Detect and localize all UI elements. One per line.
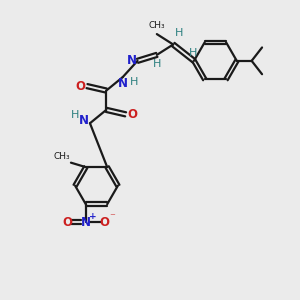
- Text: H: H: [153, 59, 162, 69]
- Text: CH₃: CH₃: [54, 152, 70, 160]
- Text: N: N: [118, 77, 128, 90]
- Text: H: H: [71, 110, 79, 120]
- Text: H: H: [130, 76, 138, 87]
- Text: N: N: [78, 114, 88, 128]
- Text: O: O: [99, 216, 109, 229]
- Text: H: H: [189, 47, 198, 58]
- Text: O: O: [76, 80, 85, 93]
- Text: +: +: [88, 212, 96, 221]
- Text: CH₃: CH₃: [148, 21, 165, 30]
- Text: N: N: [127, 54, 137, 67]
- Text: O: O: [62, 216, 72, 229]
- Text: O: O: [127, 108, 137, 121]
- Text: ⁻: ⁻: [109, 213, 115, 223]
- Text: N: N: [81, 216, 91, 229]
- Text: H: H: [175, 28, 183, 38]
